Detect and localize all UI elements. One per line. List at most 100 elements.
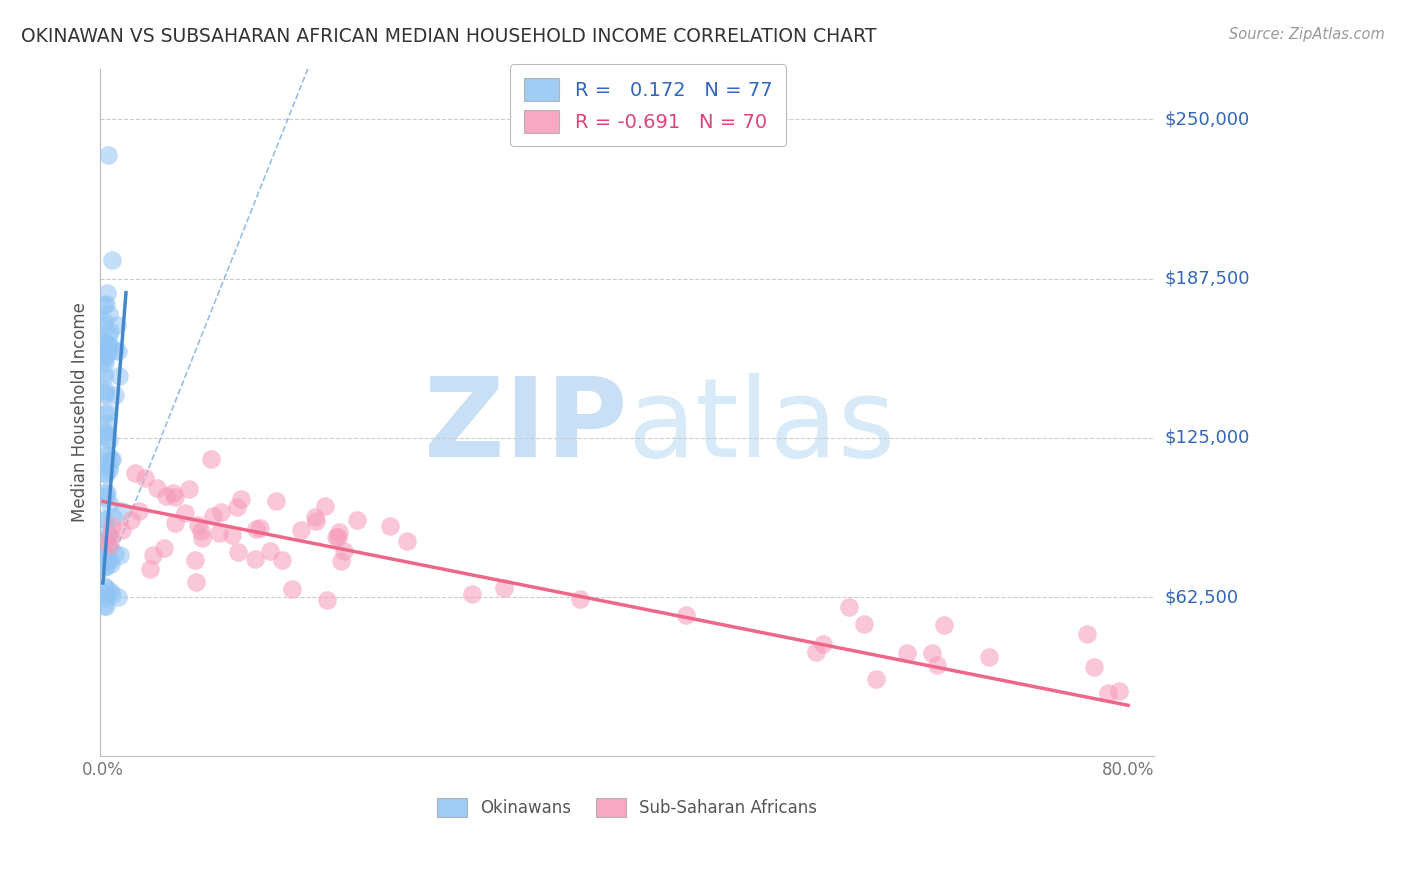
Point [927, 658, 949, 673]
Point [200, 451, 222, 466]
Point [97, 148, 120, 162]
Point [96, 286, 118, 301]
Point [177, 482, 200, 496]
Point [98, 338, 121, 352]
Point [921, 646, 943, 660]
Point [346, 513, 368, 527]
Point [104, 547, 127, 561]
Point [226, 545, 249, 559]
Point [813, 637, 835, 651]
Point [98, 324, 121, 338]
Point [98, 497, 121, 511]
Point [93, 424, 115, 438]
Point [492, 581, 515, 595]
Point [94, 388, 117, 402]
Point [94, 426, 117, 441]
Point [93, 334, 115, 348]
Point [190, 531, 212, 545]
Point [249, 520, 271, 534]
Point [98, 529, 121, 543]
Point [93, 298, 115, 312]
Point [93, 383, 115, 397]
Point [93, 351, 115, 365]
Point [98, 538, 121, 552]
Point [208, 526, 231, 541]
Point [96, 599, 118, 614]
Point [243, 552, 266, 566]
Point [174, 506, 197, 520]
Point [96, 536, 118, 550]
Point [96, 343, 118, 358]
Point [325, 530, 347, 544]
Point [853, 617, 876, 632]
Point [245, 522, 267, 536]
Point [304, 509, 326, 524]
Point [329, 554, 352, 568]
Point [94, 416, 117, 430]
Point [93, 457, 115, 471]
Point [93, 349, 115, 363]
Point [1097, 686, 1119, 700]
Point [1108, 683, 1130, 698]
Point [264, 494, 287, 508]
Point [94, 560, 117, 574]
Point [229, 491, 252, 506]
Point [98, 528, 121, 542]
Point [111, 523, 134, 537]
Point [94, 355, 117, 369]
Point [94, 484, 117, 499]
Y-axis label: Median Household Income: Median Household Income [72, 302, 89, 523]
Point [163, 516, 186, 530]
Point [305, 515, 328, 529]
Point [105, 318, 128, 333]
Point [977, 649, 1000, 664]
Point [100, 583, 122, 598]
Point [94, 491, 117, 505]
Point [221, 528, 243, 542]
Point [675, 608, 697, 623]
Point [98, 553, 121, 567]
Point [104, 343, 127, 357]
Point [93, 579, 115, 593]
Point [896, 646, 918, 660]
Point [96, 335, 118, 350]
Point [146, 481, 169, 495]
Point [93, 318, 115, 332]
Point [328, 524, 350, 539]
Point [101, 519, 124, 533]
Point [93, 314, 115, 328]
Point [100, 452, 122, 467]
Point [101, 510, 124, 524]
Point [328, 530, 350, 544]
Point [100, 558, 122, 572]
Point [96, 548, 118, 562]
Point [94, 591, 117, 605]
Point [461, 587, 484, 601]
Point [333, 544, 356, 558]
Point [934, 618, 956, 632]
Point [804, 645, 827, 659]
Text: $187,500: $187,500 [1166, 269, 1250, 287]
Point [96, 538, 118, 552]
Point [96, 467, 118, 482]
Point [96, 340, 118, 354]
Point [94, 429, 117, 443]
Point [202, 509, 225, 524]
Point [97, 448, 120, 462]
Point [98, 458, 121, 473]
Point [128, 504, 150, 518]
Point [94, 466, 117, 480]
Point [124, 466, 146, 480]
Legend: Okinawans, Sub-Saharan Africans: Okinawans, Sub-Saharan Africans [430, 791, 824, 823]
Point [94, 408, 117, 422]
Point [107, 590, 129, 604]
Point [101, 451, 124, 466]
Point [190, 524, 212, 538]
Point [93, 369, 115, 384]
Point [270, 553, 292, 567]
Point [865, 673, 887, 687]
Point [101, 252, 124, 267]
Point [96, 340, 118, 354]
Point [98, 307, 121, 321]
Point [93, 444, 115, 458]
